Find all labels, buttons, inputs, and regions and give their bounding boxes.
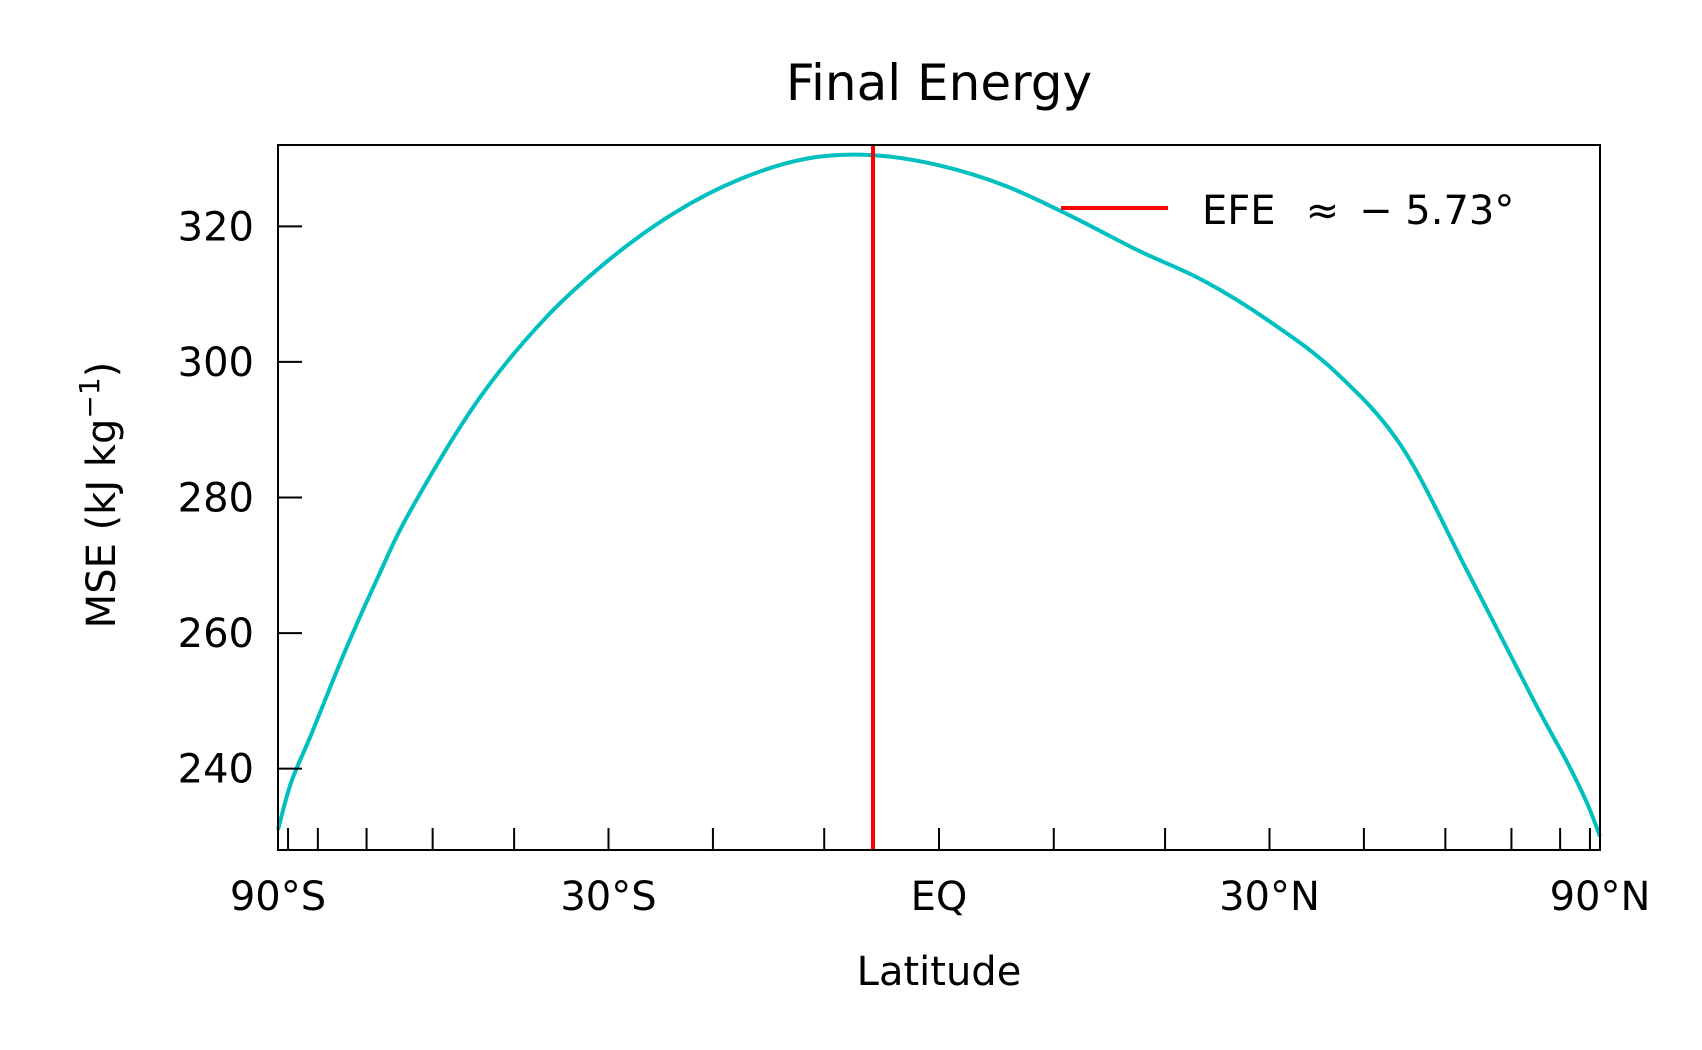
x-axis-label: Latitude xyxy=(857,949,1022,995)
x-ticks: 90°S 30°S EQ 30°N 90°N xyxy=(230,828,1651,920)
x-tick-label: 90°N xyxy=(1550,874,1651,920)
x-tick-label: 30°N xyxy=(1219,874,1320,920)
legend-approx: ≈ xyxy=(1306,188,1340,234)
legend-efe: EFE xyxy=(1202,188,1276,234)
y-axis-label-close: ) xyxy=(79,362,125,378)
y-tick-label: 320 xyxy=(178,204,254,250)
y-tick-label: 300 xyxy=(178,340,254,386)
axes-frame xyxy=(277,144,1601,851)
y-axis-label-main: MSE (kJ kg xyxy=(79,419,125,629)
y-ticks: 240 260 280 300 320 xyxy=(178,204,302,793)
plot-area: 240 260 280 300 320 90°S 30°S EQ 30°N 90°N xyxy=(178,144,1651,920)
x-tick-label: 90°S xyxy=(230,874,326,920)
y-tick-label: 260 xyxy=(178,611,254,657)
y-tick-label: 240 xyxy=(178,747,254,793)
y-axis-label: MSE (kJ kg−1) xyxy=(73,362,125,629)
x-tick-label: 30°S xyxy=(560,874,656,920)
y-axis-label-sup: −1 xyxy=(73,377,106,418)
chart-title: Final Energy xyxy=(786,54,1092,112)
legend-label: EFE ≈ − 5.73° xyxy=(1202,188,1514,234)
legend-value: − 5.73° xyxy=(1359,188,1514,234)
y-tick-label: 280 xyxy=(178,476,254,522)
legend: EFE ≈ − 5.73° xyxy=(1061,188,1514,234)
mse-curve xyxy=(276,152,1602,838)
x-tick-label: EQ xyxy=(911,874,968,920)
